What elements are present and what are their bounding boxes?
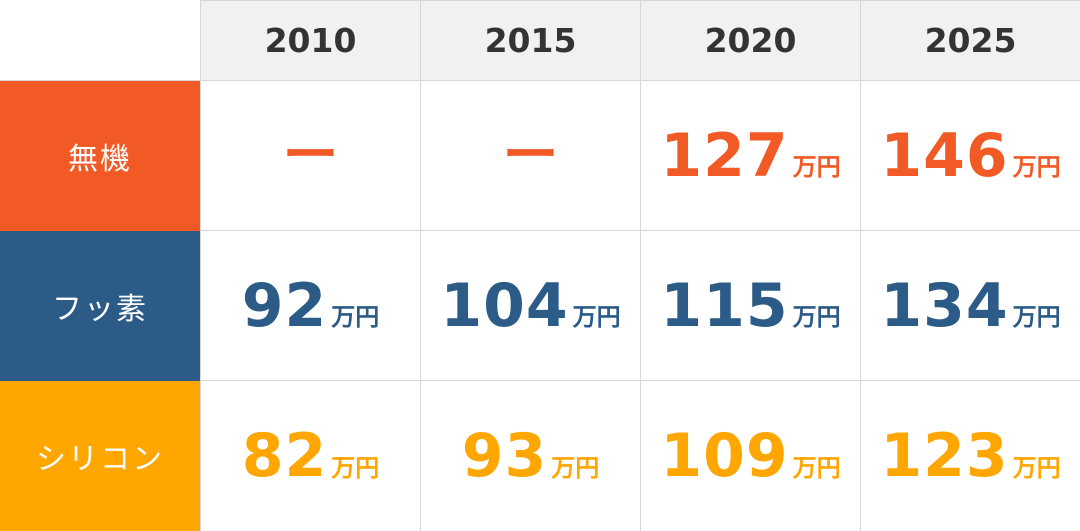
year-header-2015: 2015	[420, 0, 640, 81]
price-unit: 万円	[1012, 454, 1061, 482]
price-value: 92	[241, 270, 328, 341]
row-silicone-cell-2020: 109 万円	[640, 381, 860, 531]
price-value: 146	[880, 120, 1009, 191]
table-corner	[0, 0, 200, 81]
row-inorganic-cell-2015: ー	[420, 81, 640, 231]
no-value-dash: ー	[282, 122, 339, 188]
price-unit: 万円	[1012, 153, 1061, 181]
row-silicone-cell-2015: 93 万円	[420, 381, 640, 531]
price-value: 134	[880, 270, 1009, 341]
price-value: 127	[660, 120, 789, 191]
price-unit: 万円	[331, 454, 380, 482]
row-fluorine-label: フッ素	[0, 231, 200, 381]
row-inorganic-cell-2020: 127 万円	[640, 81, 860, 231]
row-fluorine-cell-2010: 92 万円	[200, 231, 420, 381]
no-value-dash: ー	[502, 122, 559, 188]
price-unit: 万円	[331, 303, 380, 331]
row-silicone-cell-2010: 82 万円	[200, 381, 420, 531]
row-inorganic-cell-2010: ー	[200, 81, 420, 231]
year-header-2020: 2020	[640, 0, 860, 81]
price-unit: 万円	[792, 303, 841, 331]
price-unit: 万円	[792, 153, 841, 181]
price-value: 93	[461, 421, 548, 491]
row-inorganic-label: 無機	[0, 81, 200, 231]
row-fluorine-cell-2020: 115 万円	[640, 231, 860, 381]
price-unit: 万円	[1012, 303, 1061, 331]
year-header-2010: 2010	[200, 0, 420, 81]
row-fluorine-cell-2025: 134 万円	[860, 231, 1080, 381]
year-header-2025: 2025	[860, 0, 1080, 81]
row-silicone-cell-2025: 123 万円	[860, 381, 1080, 531]
row-fluorine-cell-2015: 104 万円	[420, 231, 640, 381]
price-value: 104	[440, 270, 569, 341]
price-value: 115	[660, 270, 789, 341]
price-value: 82	[241, 421, 328, 491]
price-unit: 万円	[572, 303, 621, 331]
row-inorganic-cell-2025: 146 万円	[860, 81, 1080, 231]
price-unit: 万円	[551, 454, 600, 482]
price-value: 123	[880, 421, 1009, 491]
price-value: 109	[660, 421, 789, 491]
price-unit: 万円	[792, 454, 841, 482]
row-silicone-label: シリコン	[0, 381, 200, 531]
